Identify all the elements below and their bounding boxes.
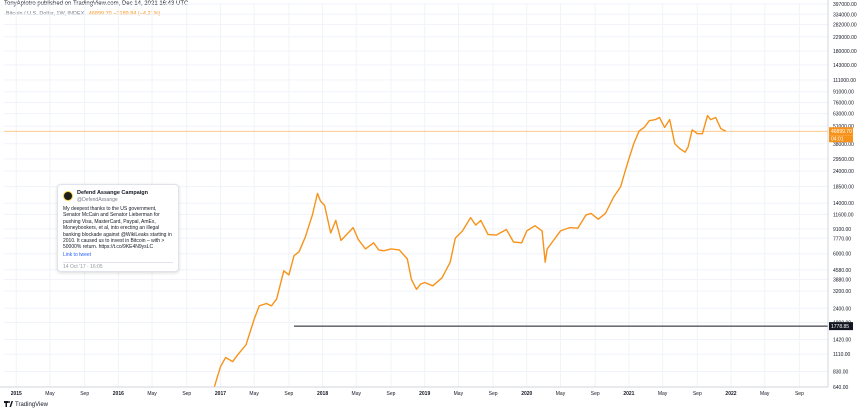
price-tick-label: 4580.00 [833, 268, 851, 274]
time-tick-label: 2015 [11, 391, 22, 397]
time-tick-label: May [352, 391, 362, 397]
time-tick-label: Sep [80, 391, 89, 397]
time-tick-label: Sep [693, 391, 702, 397]
level-price-tag-label: 1778.85 [831, 324, 849, 330]
last-price-tag-label: 46899.70 [831, 129, 852, 135]
time-tick-label: Sep [182, 391, 191, 397]
tweet-card[interactable]: Defend Assange Campaign @DefendAssange M… [57, 184, 179, 272]
price-tick-label: 282000.00 [833, 22, 857, 28]
time-axis[interactable]: 2015 May Sep 2016 May Sep 2017 May Sep 2018 May Sep… [0, 386, 828, 397]
price-tick-label: 2400.00 [833, 306, 851, 312]
time-tick-label: Sep [489, 391, 498, 397]
price-tick-label: 18500.00 [833, 185, 854, 191]
time-tick-label: Sep [795, 391, 804, 397]
price-tick-label: 24000.00 [833, 169, 854, 175]
price-tick-label: 14000.00 [833, 201, 854, 207]
price-tick-label: 3200.00 [833, 289, 851, 295]
tweet-link[interactable]: Link to tweet [63, 252, 92, 258]
series-line [213, 114, 727, 388]
price-tick-label: 29500.00 [833, 157, 854, 163]
price-axis[interactable]: 640.00830.001110.001420.001890.002400.00… [827, 0, 857, 391]
tweet-author-name: Defend Assange Campaign [77, 190, 149, 196]
time-tick-label: 2017 [215, 391, 226, 397]
price-tags: 46899.70 04:01 1778.85 [829, 127, 853, 331]
time-tick-label: 2022 [725, 391, 736, 397]
price-tick-label: 76000.00 [833, 100, 854, 106]
price-tick-label: 1110.00 [833, 352, 851, 358]
price-tick-label: 397000.00 [833, 2, 857, 8]
price-tick-label: 640.00 [833, 385, 849, 391]
price-tick-label: 38000.00 [833, 142, 854, 148]
price-tick-label: 1420.00 [833, 338, 851, 344]
countdown-tag-label: 04:01 [831, 137, 844, 143]
horizontal-level-line[interactable] [4, 130, 828, 327]
tradingview-logo[interactable]: TradingView [4, 401, 48, 408]
price-tick-label: 6000.00 [833, 252, 851, 258]
price-tick-label: 830.00 [833, 370, 849, 376]
time-tick-label: 2019 [419, 391, 430, 397]
time-tick-label: May [760, 391, 770, 397]
price-tick-label: 3880.00 [833, 278, 851, 284]
price-tick-label: 111000.00 [833, 78, 856, 84]
time-tick-label: 2016 [113, 391, 124, 397]
price-tick-label: 180000.00 [833, 49, 857, 55]
tradingview-logo-icon [4, 401, 13, 407]
time-tick-label: 2018 [317, 391, 328, 397]
price-tick-label: 334000.00 [833, 12, 857, 18]
price-tick-label: 91000.00 [833, 90, 854, 96]
tweet-author-handle: @DefendAssange [77, 197, 118, 203]
tweet-avatar [63, 191, 73, 201]
price-tick-label: 229000.00 [833, 35, 857, 41]
time-tick-label: Sep [387, 391, 396, 397]
time-tick-label: 2021 [623, 391, 634, 397]
last-price-tag [829, 127, 853, 136]
level-price-tag [829, 322, 853, 331]
price-series [213, 114, 727, 388]
price-tick-label: 7770.00 [833, 236, 851, 242]
tweet-date: 14 Oct '17 · 16:05 [63, 262, 173, 270]
price-tick-label: 143000.00 [833, 63, 857, 69]
time-tick-label: 2020 [521, 391, 532, 397]
time-tick-label: May [454, 391, 464, 397]
price-tick-label: 9100.00 [833, 227, 851, 233]
time-tick-label: Sep [591, 391, 600, 397]
time-tick-label: May [147, 391, 157, 397]
tweet-text: My deepest thanks to the US government, … [63, 206, 172, 251]
time-tick-label: May [45, 391, 55, 397]
countdown-tag [829, 135, 853, 143]
time-tick-label: May [249, 391, 259, 397]
time-tick-label: May [556, 391, 566, 397]
time-tick-label: May [658, 391, 668, 397]
price-tick-label: 11600.00 [833, 212, 854, 218]
time-tick-label: Sep [284, 391, 293, 397]
tradingview-logo-text: TradingView [15, 402, 49, 408]
price-tick-label: 63000.00 [833, 112, 854, 118]
